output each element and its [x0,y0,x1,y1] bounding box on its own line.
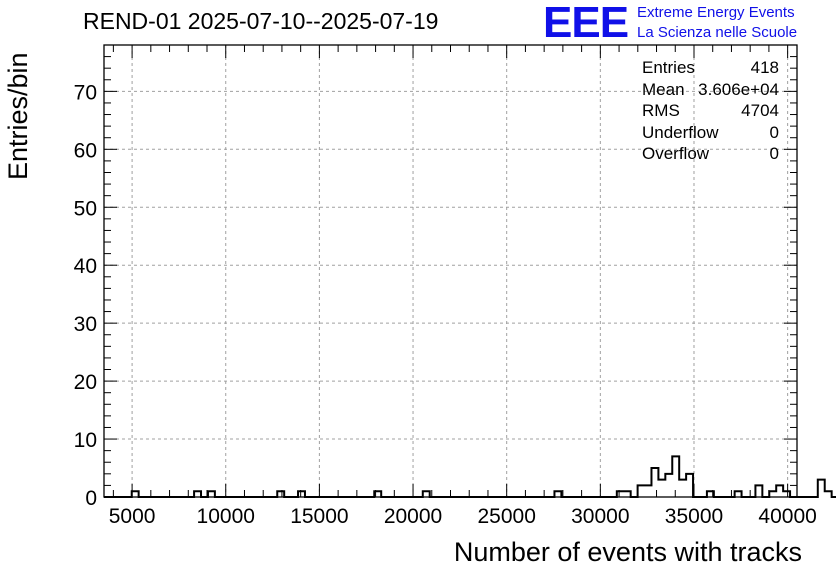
brand-line-1: Extreme Energy Events [637,4,795,21]
stat-label: Entries [642,58,695,77]
eee-logo: EEE [543,0,629,47]
stat-label: Mean [642,79,685,99]
x-tick-label: 10000 [197,505,255,528]
stat-row-overflow: Overflow 0 [642,144,779,166]
tick-labels: 5000 10000 15000 20000 25000 30000 35000 400000… [74,81,817,528]
y-tick-label: 60 [74,139,97,162]
stat-row-rms: RMS 4704 [642,101,779,123]
stats-box: Entries 418 Mean 3.606e+04 RMS 4704 Unde… [642,58,779,166]
x-tick-label: 20000 [384,505,442,528]
y-axis-label: Entries/bin [3,52,33,180]
x-tick-label: 35000 [665,505,723,528]
stat-row-underflow: Underflow 0 [642,123,779,145]
stat-label: Overflow [642,144,710,163]
y-tick-label: 10 [74,429,97,452]
x-axis-label: Number of events with tracks [453,537,802,567]
x-tick-label: 5000 [109,505,156,528]
brand-line-2: La Scienza nelle Scuole [637,24,798,41]
stat-value: 418 [750,58,779,77]
x-tick-label: 15000 [290,505,348,528]
y-tick-label: 20 [74,371,97,394]
axes [103,44,798,498]
x-tick-label: 30000 [571,505,629,528]
chart-title: REND-01 2025-07-10--2025-07-19 [83,8,439,34]
stat-value: 3.606e+04 [698,79,779,99]
y-tick-label: 0 [85,487,97,510]
y-tick-label: 70 [74,81,97,104]
x-tick-label: 25000 [477,505,535,528]
eee-brand: EEE Extreme Energy Events La Scienza nel… [543,0,833,47]
stat-value: 0 [769,122,779,142]
y-tick-label: 30 [74,313,97,336]
stat-row-mean: Mean 3.606e+04 [642,80,779,102]
y-tick-label: 50 [74,197,97,220]
x-tick-label: 40000 [758,505,816,528]
stat-row-entries: Entries 418 [642,58,779,80]
grid-lines [104,45,797,497]
y-tick-label: 40 [74,255,97,278]
stat-label: Underflow [642,122,719,142]
stat-value: 4704 [741,101,779,120]
histogram-series-line [104,455,836,498]
stat-label: RMS [642,101,680,120]
stat-value: 0 [769,144,779,163]
